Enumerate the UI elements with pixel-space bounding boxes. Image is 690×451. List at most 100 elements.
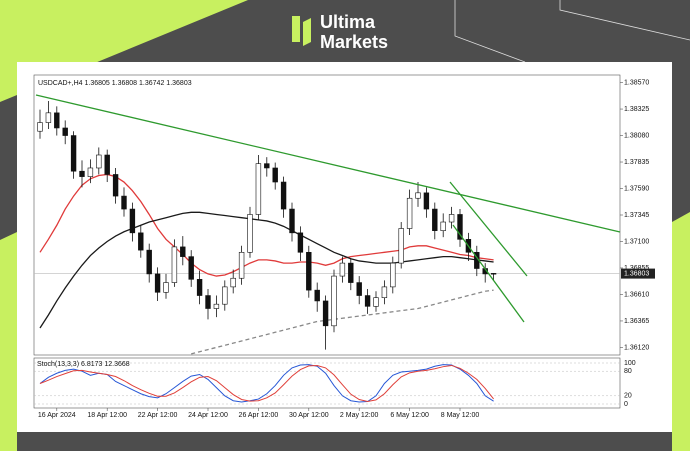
x-tick-label: 22 Apr 12:00 [138,412,178,419]
candle-body [432,208,438,231]
x-tick-label: 2 May 12:00 [340,412,379,419]
candle-body [348,262,354,283]
candle-body [104,154,110,175]
candle-body [180,246,186,257]
x-tick-label: 26 Apr 12:00 [239,412,279,419]
x-tick-label: 16 Apr 2024 [38,412,76,419]
open: 1.36805 [85,80,110,87]
candle-body [188,256,194,280]
chart-card [17,62,672,432]
x-tick-label: 8 May 12:00 [441,412,480,419]
candle-body [79,170,85,177]
y-tick-label: 1.37590 [624,185,649,192]
candle-body [196,279,203,296]
candle-body [112,174,119,197]
stoch-d: 12.3668 [104,361,129,368]
candle-body [280,181,287,210]
y-tick-label: 1.37835 [624,159,649,166]
candle-body [331,275,337,327]
candle-body [490,273,497,275]
candle-body [398,228,404,264]
candle-body [54,112,60,129]
candle-body [70,135,77,172]
candle-body [381,286,388,299]
plot: 1.38570 1.38325 1.38080 1.37835 1.37590 1.373… [34,79,655,419]
candle-body [96,154,102,169]
candle-body [222,286,228,305]
symbol: USDCAD+,H4 [38,80,83,87]
candle-body [213,303,220,309]
high: 1.36808 [112,80,137,87]
bg-line [559,0,690,41]
candle-body [440,221,446,231]
candle-body [415,192,421,199]
candle-body [121,195,127,210]
candle-body [390,262,396,288]
bg-accent [0,0,248,102]
trend-line [452,224,525,323]
candle-body [138,232,144,251]
logo-mark [303,18,311,46]
y-tick-label: 1.37100 [624,238,649,245]
candle-body [129,208,136,234]
price-tag [621,268,655,279]
candle-body [255,163,262,215]
candle-body [423,192,430,210]
candle-body [373,297,379,307]
y-tick-label: 1.38325 [624,106,649,113]
y-tick-label: 1.37345 [624,212,649,219]
y-tick-label: 1.36610 [624,291,649,298]
price-tag-label: 1.36803 [624,270,649,277]
trend-line [449,181,528,277]
stoch-header: Stoch(13,3,3) 6.8173 12.3668 [37,361,130,368]
bg-line [454,0,526,63]
candle-body [339,262,346,277]
series-line [191,289,494,355]
x-tick-label: 30 Apr 12:00 [289,412,329,419]
close: 1.36803 [166,80,191,87]
y-tick-label: 1.38570 [624,79,649,86]
logo: Ultima Markets [292,12,388,52]
candle-body [297,232,304,253]
stoch-k: 6.8173 [81,361,103,368]
series-line [39,211,494,329]
x-tick-label: 18 Apr 12:00 [87,412,127,419]
y-tick-label: 100 [624,360,636,367]
series-line [39,364,494,403]
chart-header: USDCAD+,H4 1.36805 1.36808 1.36742 1.368… [38,80,192,87]
y-tick-label: 1.36365 [624,318,649,325]
candle-body [62,127,68,136]
candle-body [322,300,329,327]
candle-body [146,249,152,275]
candle-body [314,289,320,302]
bg-accent [672,212,690,451]
candle-body [289,208,295,234]
y-tick-label: 0 [624,401,628,408]
x-tick-label: 6 May 12:00 [390,412,429,419]
bg-accent [0,232,17,451]
candle-body [247,214,253,253]
candle-body [154,273,161,293]
y-tick-label: 20 [624,393,632,400]
brand-name: Ultima [320,12,376,32]
y-tick-label: 1.38080 [624,132,649,139]
stoch-title: Stoch(13,3,3) [37,361,79,368]
low: 1.36742 [139,80,164,87]
candle-body [457,214,463,240]
candle-body [264,163,270,169]
y-tick-label: 1.36120 [624,344,649,351]
candle-body [406,197,413,229]
candle-body [205,295,211,309]
candle-body [448,214,455,223]
stoch-panel [33,357,621,409]
candle-body [37,122,43,132]
logo-mark [292,16,300,42]
series-line [39,364,494,403]
candle-body [171,246,178,283]
candle-body [230,277,236,288]
candle-body [356,282,362,296]
candle-body [306,251,312,291]
brand-name: Markets [320,32,388,52]
candle-body [364,295,371,307]
